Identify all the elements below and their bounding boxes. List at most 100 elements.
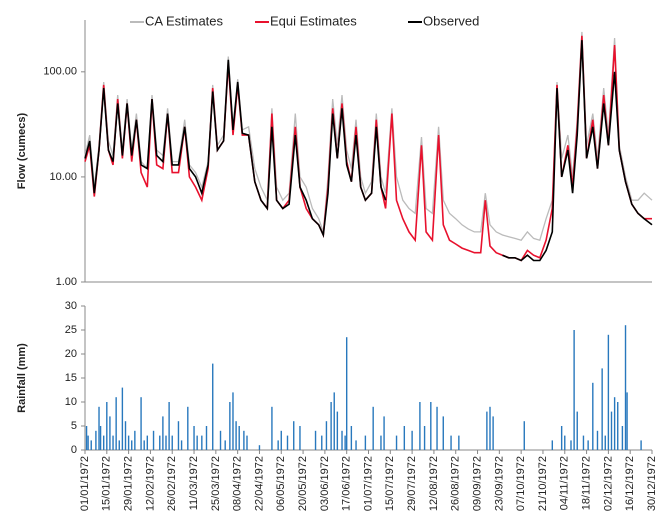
- x-tick-label: 16/12/1972: [624, 456, 636, 511]
- rain-bar: [99, 426, 102, 450]
- x-tick-label: 06/05/1972: [275, 456, 287, 511]
- rain-bar: [180, 440, 183, 450]
- rain-bar: [624, 325, 627, 450]
- rain-bar: [596, 430, 599, 450]
- rain-bar: [98, 406, 100, 450]
- x-tick-label: 07/10/1972: [515, 456, 527, 511]
- rain-bar: [243, 430, 245, 450]
- rain-bar: [345, 337, 348, 450]
- rain-bar: [604, 435, 606, 450]
- rain-bar: [118, 440, 120, 450]
- rain-bar: [333, 392, 335, 450]
- rain-bar: [607, 334, 610, 450]
- rain-bar: [134, 430, 136, 450]
- rain-bar: [299, 426, 301, 450]
- rain-bar: [582, 435, 585, 450]
- x-tick-label: 20/05/1972: [297, 456, 309, 511]
- rain-bar: [383, 416, 385, 450]
- x-tick-label: 12/08/1972: [428, 456, 440, 511]
- x-tick-label: 30/12/1972: [646, 456, 658, 511]
- rain-bar: [442, 416, 444, 450]
- rain-bar: [171, 435, 173, 450]
- rain-bar: [235, 421, 237, 450]
- legend-label: Equi Estimates: [270, 13, 357, 28]
- rain-bar: [102, 435, 105, 450]
- y-axis-title: Rainfall (mm): [16, 343, 28, 413]
- rain-bar: [364, 435, 367, 450]
- rain-bar: [165, 435, 167, 450]
- rain-bar: [201, 435, 203, 450]
- rain-bar: [162, 416, 164, 450]
- x-tick-label: 09/09/1972: [471, 456, 483, 511]
- rain-bar: [115, 397, 117, 450]
- rain-bar: [419, 402, 421, 450]
- rain-bar: [293, 421, 295, 450]
- rain-bar: [121, 387, 124, 450]
- y-tick-label: 10.00: [49, 171, 77, 183]
- x-tick-label: 22/04/1972: [253, 456, 265, 511]
- x-tick-label: 15/01/1972: [101, 456, 113, 511]
- rain-bar: [168, 402, 170, 450]
- rain-bar: [372, 406, 374, 450]
- rain-bar: [626, 392, 628, 450]
- rain-bar: [350, 426, 353, 450]
- rain-bar: [601, 368, 603, 450]
- flow-line: [84, 40, 653, 262]
- y-tick-label: 20: [65, 348, 77, 360]
- y-tick-label: 25: [65, 324, 77, 336]
- rain-bar: [576, 411, 578, 450]
- rain-bar: [193, 426, 195, 450]
- rain-bar: [177, 421, 180, 450]
- rain-bar: [570, 440, 572, 450]
- rain-bar: [564, 435, 566, 450]
- rain-bar: [286, 435, 289, 450]
- rain-bar: [124, 421, 127, 450]
- rain-bar: [613, 397, 616, 450]
- rain-bar: [573, 330, 575, 450]
- rain-bar: [112, 435, 114, 450]
- legend-label: CA Estimates: [145, 13, 224, 28]
- rain-bar: [403, 426, 406, 450]
- rain-bar: [224, 440, 226, 450]
- rain-bar: [587, 440, 589, 450]
- rain-bar: [90, 440, 92, 450]
- rain-bar: [277, 440, 279, 450]
- rain-bar: [321, 435, 323, 450]
- rain-bar: [610, 411, 613, 450]
- x-tick-label: 04/11/1972: [559, 456, 571, 510]
- x-tick-label: 03/06/1972: [319, 456, 331, 511]
- x-tick-label: 11/03/1972: [188, 456, 200, 510]
- rain-bar: [232, 392, 234, 450]
- x-tick-label: 29/07/1972: [406, 456, 418, 511]
- rain-bar: [436, 406, 438, 450]
- rain-bar: [258, 445, 261, 450]
- x-tick-label: 12/02/1972: [144, 456, 156, 511]
- rain-bar: [395, 435, 398, 450]
- rain-bar: [271, 406, 273, 450]
- x-tick-label: 21/10/1972: [537, 456, 549, 511]
- rain-bar: [196, 435, 198, 450]
- x-tick-label: 01/07/1972: [362, 456, 374, 511]
- rain-bar: [95, 430, 97, 450]
- rain-bar: [127, 435, 130, 450]
- rain-bar: [336, 411, 339, 450]
- rain-bar: [87, 435, 89, 450]
- x-tick-label: 18/11/1972: [580, 456, 592, 510]
- x-tick-label: 08/04/1972: [232, 456, 244, 511]
- rain-bar: [325, 421, 328, 450]
- rain-bar: [246, 435, 248, 450]
- y-tick-label: 100.00: [43, 66, 77, 78]
- y-tick-label: 30: [65, 300, 77, 312]
- rain-bar: [238, 426, 240, 450]
- rain-bar: [140, 397, 142, 450]
- rain-bar: [492, 416, 494, 450]
- x-tick-label: 25/03/1972: [210, 456, 222, 511]
- rain-bar: [143, 440, 145, 450]
- rain-bar: [205, 426, 208, 450]
- y-tick-label: 1.00: [56, 276, 77, 288]
- x-tick-label: 23/09/1972: [493, 456, 505, 511]
- rain-bar: [411, 430, 413, 450]
- x-tick-label: 17/06/1972: [341, 456, 353, 511]
- y-axis-title: Flow (cumecs): [16, 112, 28, 189]
